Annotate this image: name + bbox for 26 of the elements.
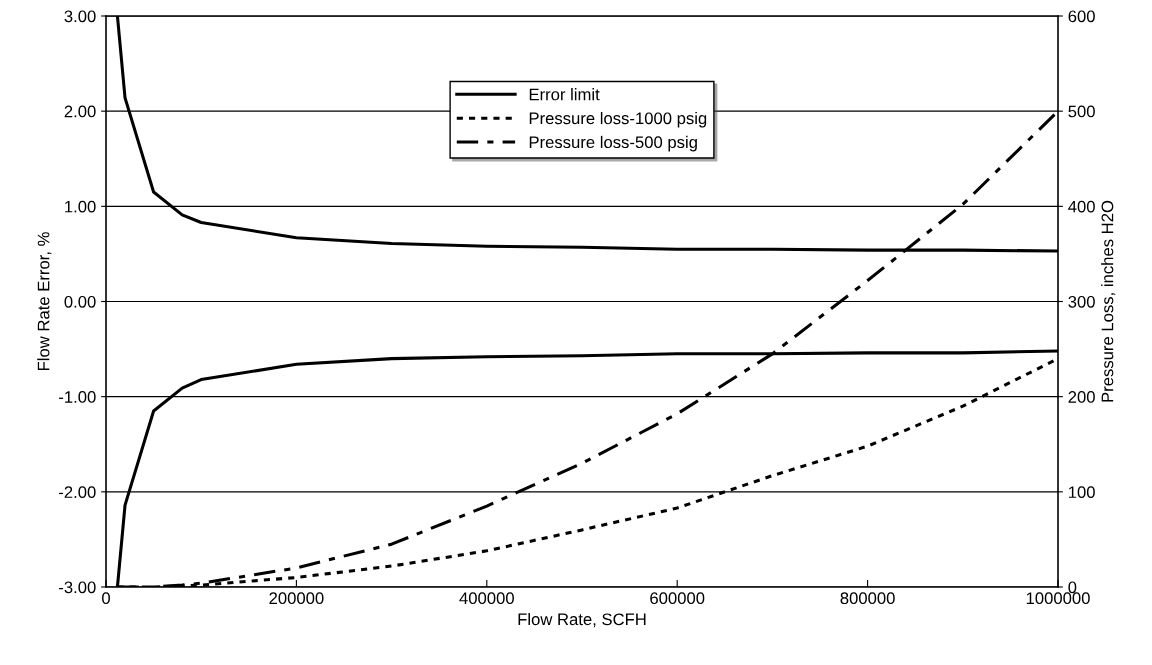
y2-tick-label: 500 — [1068, 105, 1095, 118]
y-tick-label: 2.00 — [64, 105, 96, 118]
y2-tick-label: 300 — [1068, 295, 1095, 308]
legend-label: Pressure loss-1000 psig — [529, 111, 707, 128]
x-axis-title: Flow Rate, SCFH — [518, 612, 646, 628]
y2-tick-label: 0 — [1068, 581, 1077, 594]
x-tick-label: 400000 — [459, 592, 514, 605]
x-tick-label: 800000 — [840, 592, 895, 605]
y-tick-label: 1.00 — [65, 200, 96, 213]
x-tick-label: 0 — [102, 592, 110, 605]
y-tick-label: -3.00 — [59, 581, 96, 594]
y2-tick-label: 400 — [1068, 200, 1095, 213]
x-tick-label: 1000000 — [1026, 592, 1090, 605]
x-tick-label: 600000 — [650, 592, 705, 605]
y-tick-label: -1.00 — [59, 391, 96, 403]
x-tick-label: 200000 — [269, 592, 324, 605]
y-tick-label: 3.00 — [64, 10, 96, 23]
y2-tick-label: 600 — [1068, 10, 1095, 23]
y-tick-label: 0.00 — [64, 295, 96, 308]
y2-axis-title: Pressure Loss, inches H2O — [1101, 200, 1116, 402]
y-axis-title: Flow Rate Error, % — [37, 232, 52, 371]
legend-label: Error limit — [529, 88, 600, 101]
y2-tick-label: 100 — [1068, 486, 1095, 499]
legend-label: Pressure loss-500 psig — [529, 135, 697, 152]
y2-tick-label: 200 — [1068, 391, 1095, 403]
y-tick-label: -2.00 — [59, 486, 96, 499]
